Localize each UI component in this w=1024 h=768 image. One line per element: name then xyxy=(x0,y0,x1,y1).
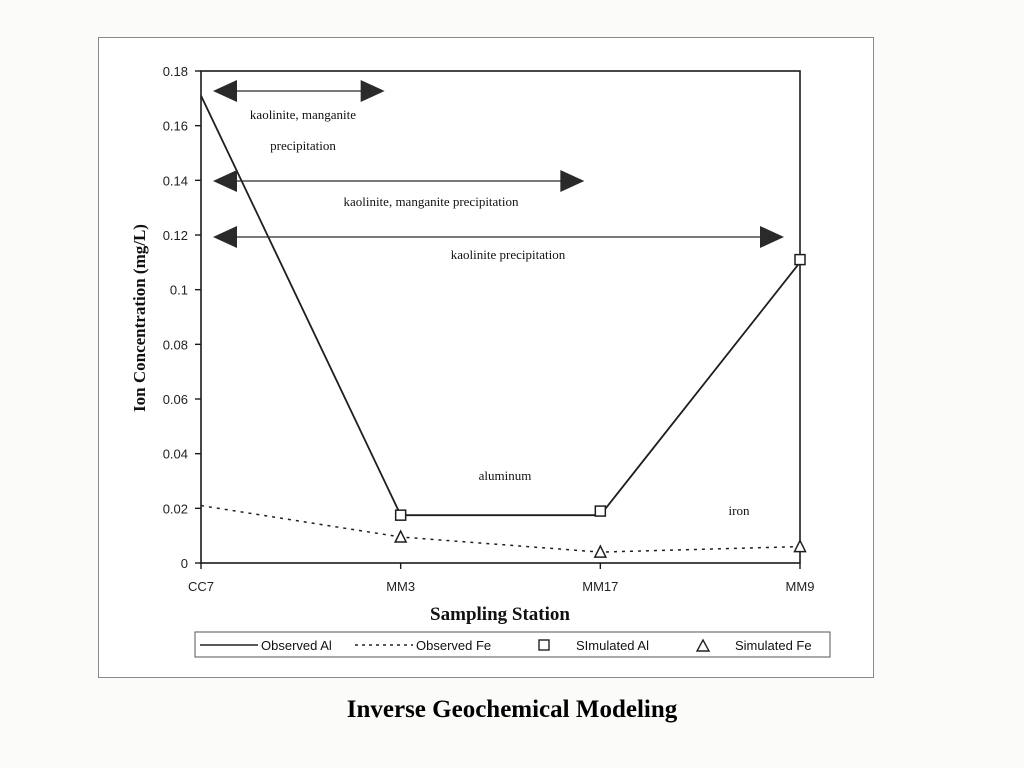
y-axis-ticks: 0 0.02 0.04 0.06 0.08 0.1 0.12 0.14 0.16 0.18 xyxy=(163,64,201,571)
legend-triangle-marker xyxy=(695,638,711,652)
series-annotation-aluminum: aluminum xyxy=(479,468,532,483)
range-arrow-1: kaolinite, manganite precipitation xyxy=(213,80,385,153)
legend-item-simulated-al: SImulated Al xyxy=(538,638,649,653)
y-tick-label: 0.12 xyxy=(163,228,188,243)
x-tick-label: MM3 xyxy=(386,579,415,594)
legend-label: Observed Al xyxy=(261,638,332,653)
range-arrowhead-right xyxy=(360,80,385,102)
y-tick-label: 0.04 xyxy=(163,447,188,462)
plot-area xyxy=(200,70,801,564)
y-tick-label: 0 xyxy=(181,556,188,571)
y-tick-label: 0.02 xyxy=(163,501,188,516)
range-arrow-3: kaolinite precipitation xyxy=(213,226,784,262)
legend-label: Simulated Fe xyxy=(735,638,812,653)
x-tick-label: MM17 xyxy=(582,579,618,594)
data-point-simulated-al xyxy=(394,509,407,521)
range-arrow-2: kaolinite, manganite precipitation xyxy=(213,170,585,209)
y-tick-label: 0.18 xyxy=(163,64,188,79)
annotation-ranges: kaolinite, manganiteprecipitationkaolini… xyxy=(213,80,784,262)
series-annotations: aluminum iron xyxy=(479,468,750,518)
legend-square-marker xyxy=(538,639,550,651)
range-arrowhead-left xyxy=(213,170,237,192)
series-layer xyxy=(200,95,807,558)
series-line-observed-fe xyxy=(200,504,801,553)
legend-item-simulated-fe: Simulated Fe xyxy=(695,638,812,653)
data-point-simulated-fe xyxy=(593,544,608,558)
legend-item-observed-fe: Observed Fe xyxy=(355,638,491,653)
legend-label: Observed Fe xyxy=(416,638,491,653)
y-tick-label: 0.14 xyxy=(163,173,188,188)
data-point-simulated-al xyxy=(594,505,607,517)
range-arrowhead-right xyxy=(560,170,585,192)
x-axis-title: Sampling Station xyxy=(430,604,570,625)
x-tick-label: MM9 xyxy=(786,579,815,594)
y-tick-label: 0.08 xyxy=(163,337,188,352)
y-tick-label: 0.06 xyxy=(163,392,188,407)
legend-item-observed-al: Observed Al xyxy=(200,638,332,653)
data-point-simulated-fe xyxy=(793,538,807,553)
slide-caption: Inverse Geochemical Modeling xyxy=(346,696,678,723)
y-tick-label: 0.16 xyxy=(163,119,188,134)
range-arrowhead-right xyxy=(760,226,784,248)
y-axis-title: Ion Concentration (mg/L) xyxy=(130,224,149,412)
range-arrowhead-left xyxy=(213,80,237,102)
x-tick-label: CC7 xyxy=(188,579,214,594)
series-line-observed-al xyxy=(200,95,801,517)
y-tick-label: 0.1 xyxy=(170,283,188,298)
range-label: precipitation xyxy=(270,138,336,153)
legend: Observed Al Observed Fe SImulated Al Sim… xyxy=(194,631,831,658)
range-label: kaolinite, manganite precipitation xyxy=(343,194,519,209)
data-point-simulated-fe xyxy=(393,529,408,543)
plot-border xyxy=(200,70,801,564)
x-axis-ticks: CC7 MM3 MM17 MM9 xyxy=(188,563,814,594)
data-point-simulated-al xyxy=(794,253,806,266)
range-label: kaolinite precipitation xyxy=(451,247,566,262)
legend-label: SImulated Al xyxy=(576,638,649,653)
series-annotation-iron: iron xyxy=(729,503,750,518)
range-label: kaolinite, manganite xyxy=(250,107,356,122)
legend-box xyxy=(194,631,831,658)
figure-frame xyxy=(98,37,874,678)
range-arrowhead-left xyxy=(213,226,237,248)
